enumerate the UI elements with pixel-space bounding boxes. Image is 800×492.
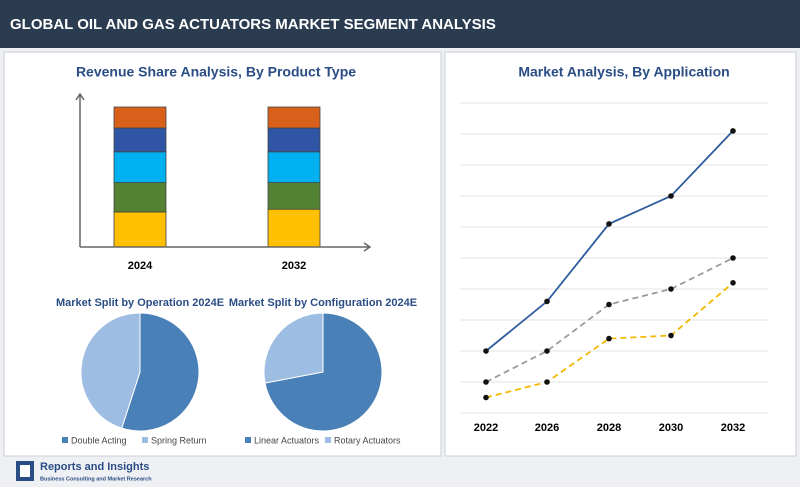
point [483,379,489,385]
point [668,332,674,339]
x-tick-label: 2028 [597,422,621,434]
footer-tagline: Business Consulting and Market Research [40,476,152,482]
legend-label: Spring Return [151,435,207,445]
bar-segment [267,182,321,210]
legend-swatch [325,437,331,443]
point [668,193,674,199]
chart-title: Revenue Share Analysis, By Product Type [76,64,356,80]
header-bar [0,0,800,48]
bar-segment [267,208,321,248]
point [483,394,489,401]
bar-segment [113,182,167,213]
footer-brand: Reports and Insights [40,461,149,473]
legend-swatch [62,437,68,443]
pie-slice [80,312,141,429]
pie-slice [121,312,200,432]
legend-label: Rotary Actuators [334,435,401,445]
legend-label: Linear Actuators [254,435,320,445]
x-axis [80,242,372,252]
point [730,280,736,286]
bar-segment [113,127,167,153]
point [544,379,550,385]
point [544,348,550,354]
x-tick-label: 2022 [474,422,498,434]
point [544,298,550,305]
bar-segment [113,106,167,129]
x-tick-label: 2032 [282,260,306,272]
bar-segment [267,106,321,129]
x-tick-label: 2024 [128,260,153,272]
x-tick-label: 2030 [659,422,683,434]
legend-swatch [245,437,251,443]
point [730,128,736,134]
y-axis [75,92,85,247]
bar-segment [267,151,321,184]
point [606,301,612,308]
legend-swatch [142,437,148,443]
point [483,348,489,354]
x-tick-label: 2032 [721,422,745,434]
chart-title: Market Split by Configuration 2024E [229,297,417,309]
bar-segment [113,211,167,248]
bar-segment [113,151,167,184]
logo-icon-inner [20,465,30,477]
bar-segment [267,127,321,153]
legend-label: Double Acting [71,435,127,445]
series-line [485,282,734,399]
pie-slice [263,312,324,384]
point [606,335,612,342]
point [606,221,612,227]
header-title: GLOBAL OIL AND GAS ACTUATORS MARKET SEGM… [10,16,496,33]
right-panel [444,51,797,457]
point [668,286,674,292]
x-tick-label: 2026 [535,422,559,434]
chart-title: Market Analysis, By Application [518,64,729,80]
point [730,255,736,261]
chart-title: Market Split by Operation 2024E [56,297,224,309]
